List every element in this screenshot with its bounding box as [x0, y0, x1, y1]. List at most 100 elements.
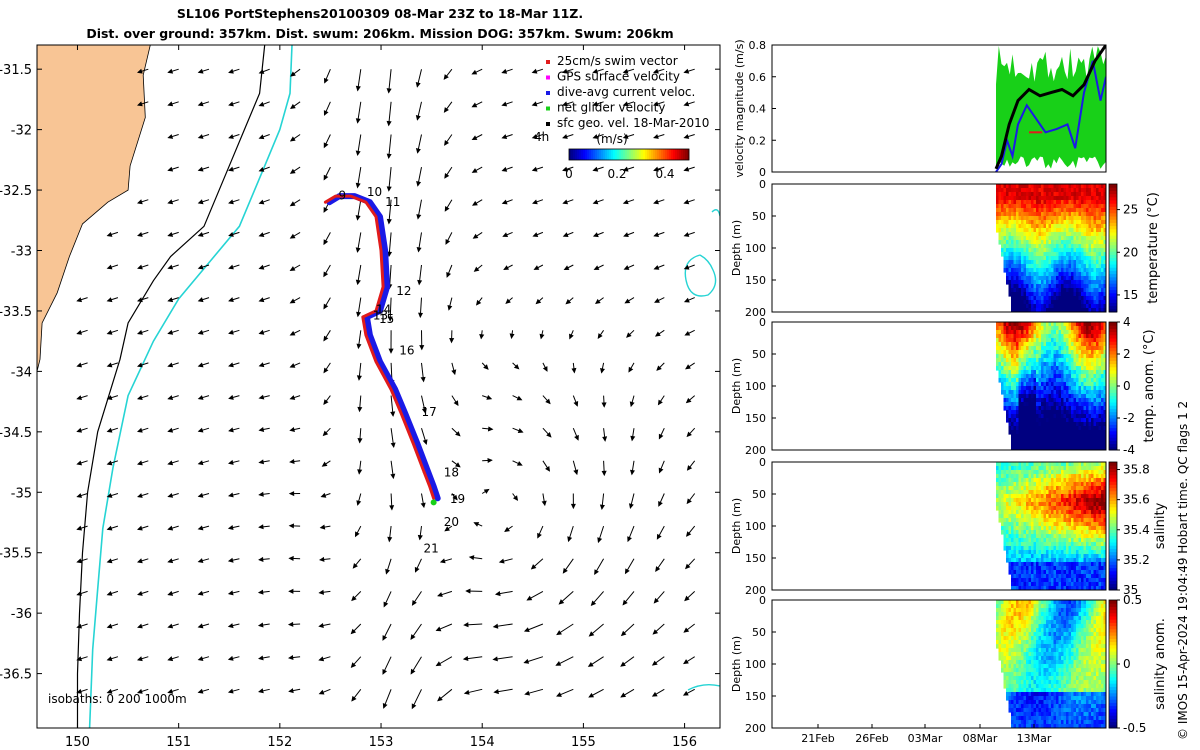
salinity-cell	[1058, 550, 1062, 555]
temperature-colorbar-cell-31	[1109, 209, 1117, 214]
salinity-cell	[1066, 494, 1070, 499]
temperature-cell	[1038, 184, 1042, 189]
salinity-cell	[1081, 486, 1085, 491]
salinity-cell	[1081, 574, 1085, 579]
temp-anomaly-cell	[1016, 386, 1020, 391]
temp-anomaly-cell	[1073, 422, 1077, 427]
temp-anomaly-cell	[1093, 434, 1097, 439]
temperature-cell	[1036, 252, 1040, 257]
salinity-cell	[1021, 474, 1025, 479]
temp-anomaly-cell	[1008, 418, 1012, 423]
vector-head-213	[418, 312, 424, 319]
temperature-cell	[1018, 264, 1022, 269]
vector-head-342	[590, 600, 597, 607]
temperature-cell	[1056, 252, 1060, 257]
temp-anomaly-cell	[1001, 374, 1005, 379]
salinity-cell	[1021, 550, 1025, 555]
temp-anomaly-cell	[1018, 330, 1022, 335]
temp-anomaly-cell	[1021, 442, 1025, 447]
temperature-cell	[1008, 200, 1012, 205]
salinity-cell	[1078, 578, 1082, 583]
temp-anomaly-cell	[1033, 430, 1037, 435]
temperature-cell	[1103, 284, 1106, 289]
temp-anomaly-cell	[1096, 426, 1100, 431]
temperature-cell	[1026, 224, 1030, 229]
temp-anomaly-cell	[1058, 406, 1062, 411]
salinity-cell	[1086, 506, 1090, 511]
temp-anomaly-cell	[1098, 426, 1102, 431]
temperature-cell	[1061, 208, 1065, 213]
salinity-cell	[1053, 550, 1057, 555]
temp-anomaly-cell	[1006, 326, 1010, 331]
temperature-cell	[1093, 252, 1097, 257]
vector-head-124	[257, 655, 264, 661]
map-ytick-label--36: -36	[11, 607, 32, 622]
temperature-cell	[1013, 276, 1017, 281]
temperature-cell	[1036, 188, 1040, 193]
temperature-ylabel: Depth (m)	[730, 220, 743, 276]
vector-head-315	[571, 367, 577, 374]
temperature-cell	[1063, 260, 1067, 265]
vector-head-293	[535, 298, 542, 305]
temp-anomaly-cell	[1083, 398, 1087, 403]
salinity-cell	[1001, 506, 1005, 511]
temp-anomaly-cell	[1013, 334, 1017, 339]
salinity-cell	[1061, 530, 1065, 535]
temperature-cell	[1096, 244, 1100, 249]
temp-anomaly-cell	[1028, 362, 1032, 367]
temp-anomaly-cell	[1063, 326, 1067, 331]
vector-head-322	[558, 599, 565, 605]
temp-anomaly-cell	[1008, 334, 1012, 339]
salinity-cell	[1056, 490, 1060, 495]
vector-head-241	[439, 558, 446, 564]
temp-anomaly-cell	[1073, 414, 1077, 419]
temperature-cell	[1038, 204, 1042, 209]
temp-anomaly-cell	[1088, 342, 1092, 347]
temp-anomaly-cell	[1023, 334, 1027, 339]
salinity-cell	[1076, 574, 1080, 579]
salinity-cell	[1063, 530, 1067, 535]
temp-anomaly-colorbar-cell-24	[1109, 370, 1117, 374]
temperature-cell	[1103, 248, 1106, 253]
isobath-seamount	[684, 254, 717, 297]
temperature-cell	[1066, 296, 1070, 301]
temperature-cell	[1066, 228, 1070, 233]
temperature-cell	[1073, 228, 1077, 233]
map-colorbar-cell-35	[639, 149, 642, 160]
temp-anomaly-cell	[1048, 430, 1052, 435]
salinity-cell	[1003, 534, 1007, 539]
temperature-cell	[1031, 288, 1035, 293]
salinity-cell	[1018, 550, 1022, 555]
salinity-cell	[1028, 530, 1032, 535]
temp-anomaly-cell	[1103, 358, 1106, 363]
temperature-colorbar-cell-26	[1109, 225, 1117, 230]
salinity-cell	[1013, 558, 1017, 563]
temp-anomaly-ytick-label-0: 0	[759, 316, 766, 329]
salinity-cell	[1063, 466, 1067, 471]
salinity-cell	[1043, 478, 1047, 483]
salinity-cell	[1018, 546, 1022, 551]
salinity-cell	[1048, 462, 1052, 467]
temp-anomaly-cell	[1031, 338, 1035, 343]
salinity-cell	[1036, 514, 1040, 519]
vector-head-276	[516, 395, 523, 401]
temperature-cell	[1103, 228, 1106, 233]
temp-anomaly-cell	[1076, 390, 1080, 395]
temp-anomaly-colorbar-cell-6	[1109, 427, 1117, 432]
salinity-cell	[1078, 522, 1082, 527]
temperature-cell	[1043, 260, 1047, 265]
salinity-cell	[1073, 478, 1077, 483]
temperature-cell	[1073, 204, 1077, 209]
salinity-cell	[1016, 586, 1020, 590]
temp-anomaly-cell	[1088, 334, 1092, 339]
temp-anomaly-cell	[1016, 330, 1020, 335]
salinity-cell	[1076, 478, 1080, 483]
temp-anomaly-cell	[1071, 402, 1075, 407]
temp-anomaly-cell	[1066, 418, 1070, 423]
salinity-cell	[1076, 578, 1080, 583]
salinity-cell	[1073, 534, 1077, 539]
temp-anomaly-cell	[1028, 394, 1032, 399]
temperature-cell	[1068, 300, 1072, 305]
temperature-cell	[1061, 284, 1065, 289]
salinity-cell	[1088, 490, 1092, 495]
